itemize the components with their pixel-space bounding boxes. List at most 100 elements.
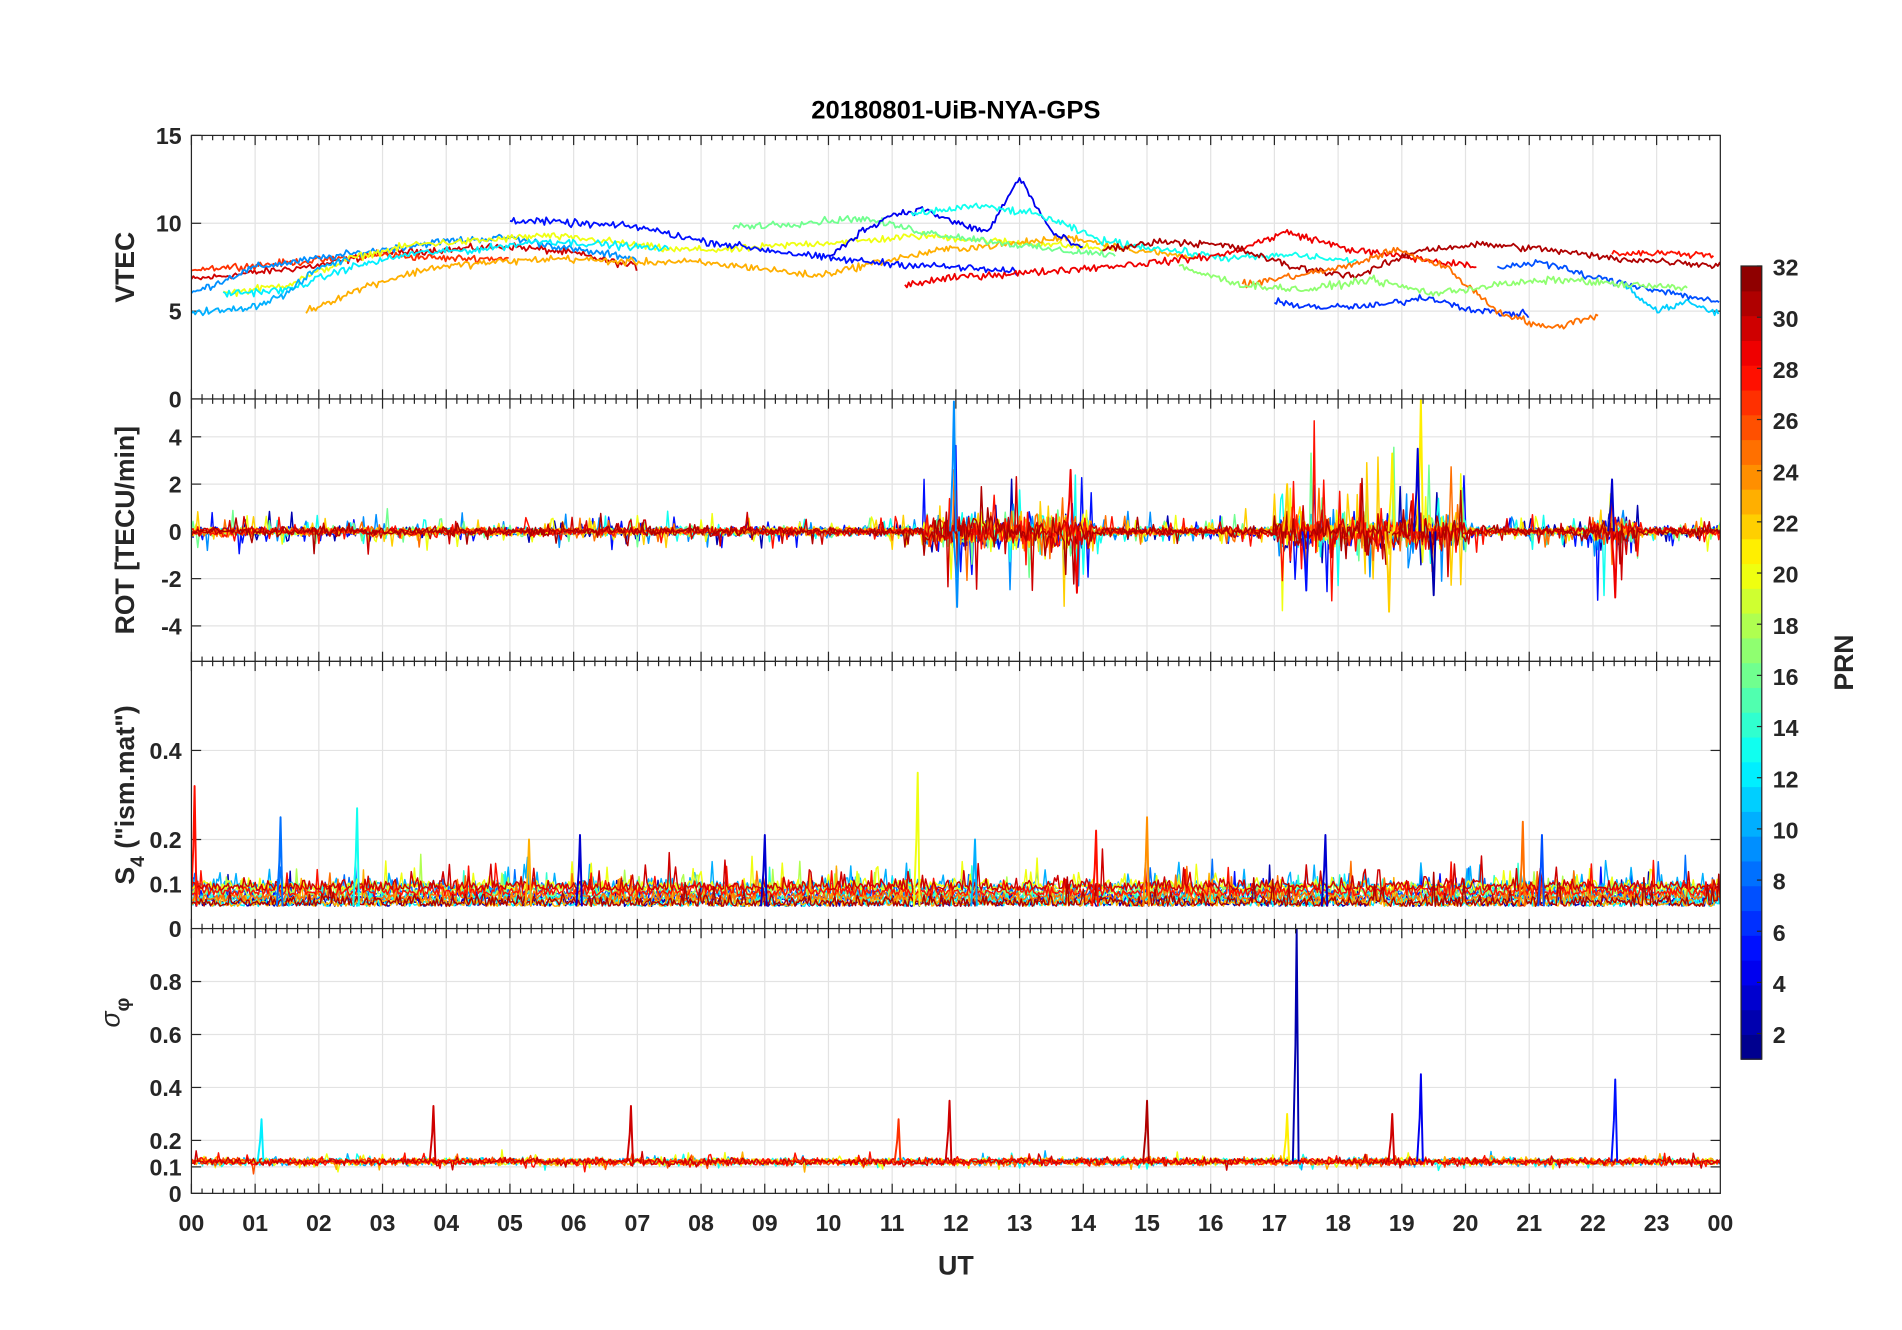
y-tick-label: 0.1 <box>149 1154 181 1180</box>
colorbar-swatch <box>1741 984 1762 1011</box>
x-tick-label: 15 <box>1134 1210 1160 1236</box>
colorbar-box <box>1740 265 1763 1060</box>
panel-vtec: 0 5 10 15 VTEC <box>110 123 1721 412</box>
series-line-prn-23 <box>305 234 1198 314</box>
series-line-prn-11 <box>1623 283 1720 317</box>
colorbar-swatch <box>1741 563 1762 589</box>
colorbar-tick-label: 16 <box>1773 664 1799 690</box>
y-tick-label: 0.6 <box>149 1022 181 1048</box>
series-line-prn-13 <box>910 202 1357 265</box>
series-line-prn-10 <box>970 838 978 907</box>
colorbar-swatch <box>1741 513 1762 540</box>
series-line-prn-30 <box>626 1104 634 1162</box>
colorbar-swatch <box>1741 414 1762 441</box>
colorbar-swatch <box>1741 538 1762 565</box>
series-line-prn-16 <box>732 215 1116 258</box>
series-line-prn-25 <box>1241 246 1599 330</box>
series-group <box>191 177 1721 330</box>
panel-rot: -4 -2 0 2 4 ROT [TECU/min] <box>110 398 1721 662</box>
colorbar-tick-label: 28 <box>1773 357 1799 383</box>
x-tick-label: 22 <box>1580 1210 1606 1236</box>
colorbar-tick-label: 14 <box>1773 715 1799 741</box>
y-label-sub: 4 <box>127 856 149 867</box>
series-line-prn-5 <box>1610 1078 1619 1162</box>
y-tick-label: 15 <box>156 123 182 149</box>
colorbar-tick-label: 2 <box>1773 1022 1786 1048</box>
colorbar-swatch <box>1741 687 1762 713</box>
series-line-prn-28 <box>1611 249 1715 260</box>
series-line-prn-3 <box>1607 478 1615 532</box>
colorbar-swatch <box>1741 464 1762 490</box>
series-line-prn-2 <box>1291 928 1300 1162</box>
series-line-prn-10 <box>191 256 351 317</box>
colorbar-swatch <box>1741 860 1762 887</box>
colorbar-swatch <box>1741 736 1762 763</box>
x-tick-label: 08 <box>688 1210 714 1236</box>
x-tick-label: 23 <box>1644 1210 1670 1236</box>
colorbar-tick-label: 10 <box>1773 818 1799 844</box>
y-axis-label-s4: S4 ("ism.mat") <box>110 705 149 884</box>
series-line-prn-20 <box>912 771 921 907</box>
y-tick-label: 0 <box>169 916 182 942</box>
x-tick-label: 11 <box>880 1210 905 1236</box>
series-line-prn-5 <box>1301 531 1310 592</box>
colorbar-swatch <box>1741 960 1762 986</box>
series-line-prn-4 <box>1416 1073 1424 1162</box>
y-tick-label: 0.4 <box>149 1075 181 1101</box>
colorbar-swatch <box>1741 315 1762 341</box>
x-tick-label: 07 <box>624 1210 650 1236</box>
colorbar-tick-label: 24 <box>1773 459 1799 485</box>
x-tick-label: 04 <box>433 1210 459 1236</box>
colorbar-tick-label: 20 <box>1773 562 1799 588</box>
series-line-prn-28 <box>191 785 198 907</box>
series-group <box>191 771 1721 908</box>
colorbar-swatch <box>1741 389 1762 416</box>
x-tick-label: 21 <box>1516 1210 1542 1236</box>
series-line-prn-13 <box>352 807 360 907</box>
colorbar-swatch <box>1741 712 1762 738</box>
x-tick-label: 13 <box>1007 1210 1033 1236</box>
series-line-prn-8 <box>275 816 284 907</box>
series-line-prn-22 <box>1282 483 1291 532</box>
series-line-prn-30 <box>191 242 638 281</box>
series-line-prn-27 <box>893 1118 902 1162</box>
colorbar-swatch <box>1741 910 1762 936</box>
y-tick-label: 4 <box>169 424 182 450</box>
y-axis-label-vtec: VTEC <box>110 232 140 303</box>
colorbar-swatch <box>1741 290 1762 317</box>
colorbar-swatch <box>1741 613 1762 639</box>
colorbar-swatch <box>1741 786 1762 812</box>
series-line-prn-23 <box>191 865 1721 908</box>
y-tick-label: 2 <box>169 472 182 498</box>
panel-s4: 00.10.20.4S4 ("ism.mat") <box>110 660 1721 942</box>
series-line-prn-3 <box>575 834 583 907</box>
series-line-prn-21 <box>1282 1112 1291 1162</box>
colorbar-swatch <box>1741 811 1762 837</box>
x-tick-label: 16 <box>1198 1210 1224 1236</box>
series-line-prn-23 <box>524 838 532 907</box>
x-tick-label: 00 <box>179 1210 205 1236</box>
series-line-prn-24 <box>1142 816 1150 907</box>
series-line-prn-31 <box>191 871 1721 908</box>
colorbar-swatch <box>1741 1034 1762 1060</box>
colorbar-swatch <box>1741 935 1762 961</box>
series-line-prn-28 <box>1091 829 1099 907</box>
colorbar-swatch <box>1741 662 1762 688</box>
colorbar-swatch <box>1741 266 1762 292</box>
series-line-prn-30 <box>944 1099 953 1162</box>
series-line-prn-21 <box>1387 452 1396 532</box>
series-line-prn-9 <box>949 400 957 532</box>
x-tick-label: 19 <box>1389 1210 1415 1236</box>
x-tick-label: 12 <box>943 1210 969 1236</box>
colorbar-swatch <box>1741 637 1762 664</box>
colorbar-swatch <box>1741 1009 1762 1035</box>
y-tick-label: 0.8 <box>149 969 181 995</box>
series-line-prn-22 <box>1384 531 1392 613</box>
x-axis-label: UT <box>938 1250 974 1280</box>
y-label-main: S <box>110 867 140 885</box>
panel-sigma_phi: 00.10.2 0.4 0.6 0.8 σφ <box>95 927 1721 1207</box>
x-tick-label: 09 <box>752 1210 778 1236</box>
y-tick-label: 0 <box>169 519 182 545</box>
series-line-prn-29 <box>1065 468 1074 532</box>
y-axis-label-sigma_phi: σφ <box>95 998 134 1028</box>
